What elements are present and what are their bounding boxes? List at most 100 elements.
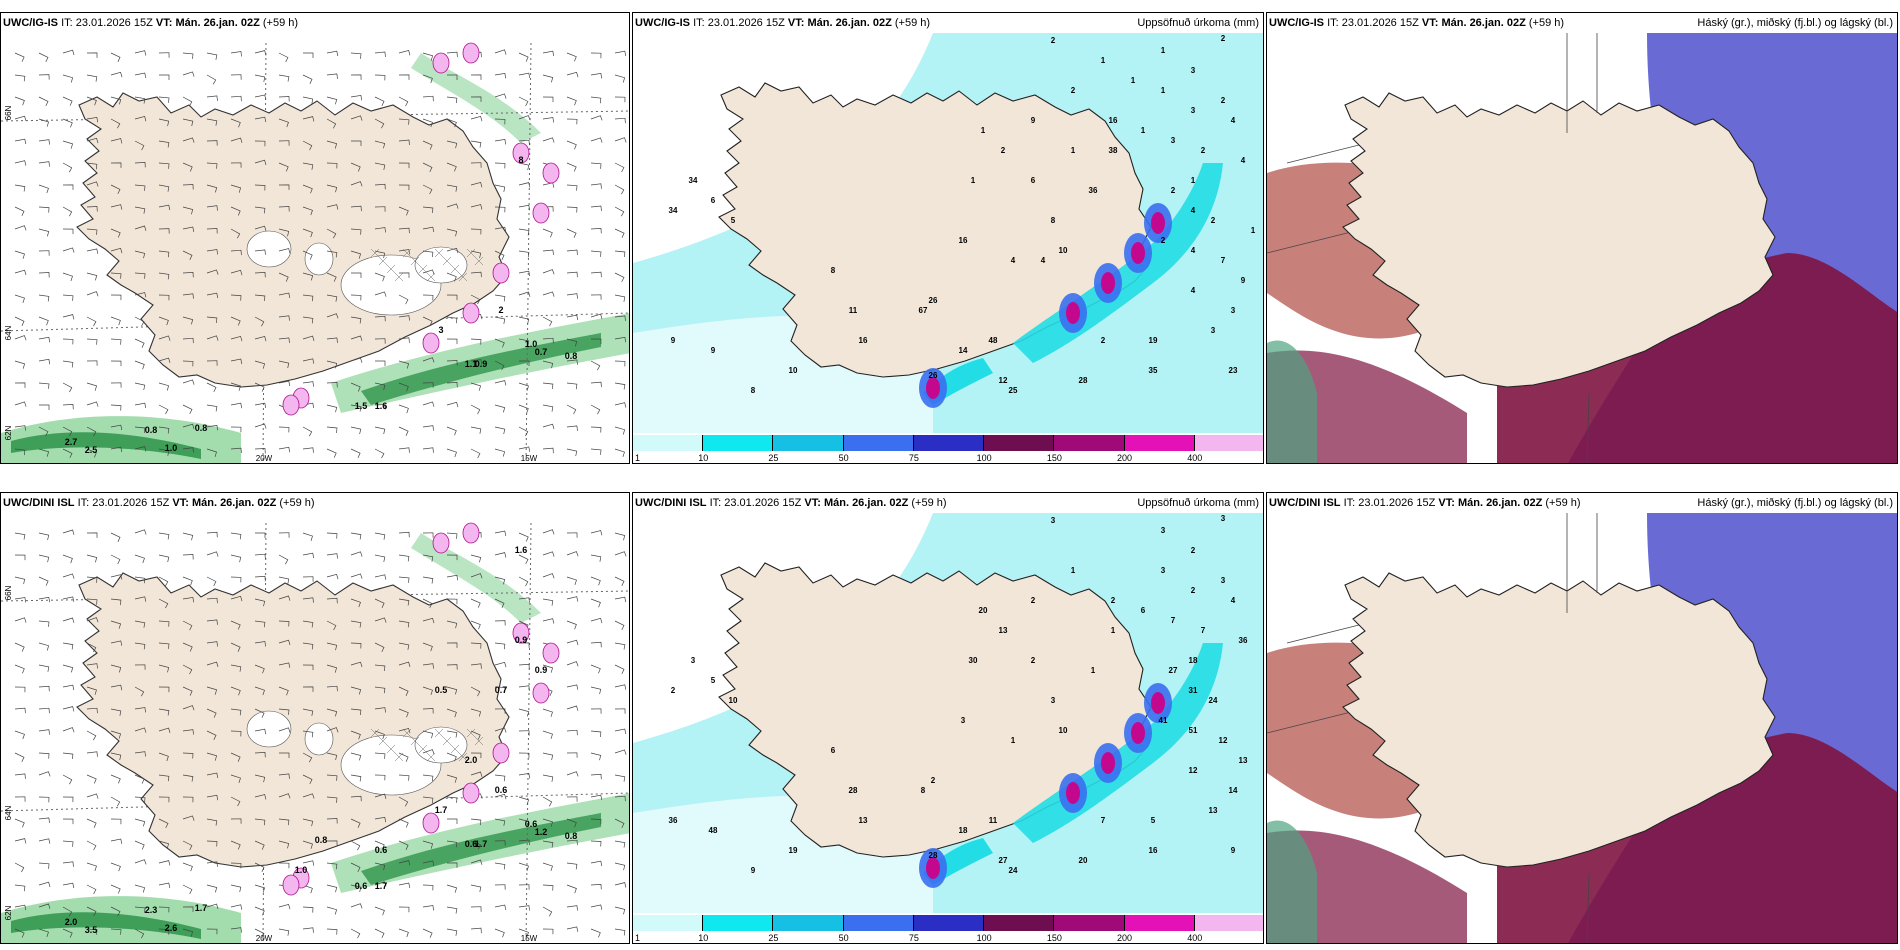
wind-barb [422, 206, 434, 214]
wind-barb [398, 860, 411, 866]
wind-barb [254, 382, 265, 392]
wind-barb [110, 838, 123, 844]
wind-barb [447, 818, 458, 824]
wind-barb [38, 817, 50, 823]
wind-barb [110, 338, 122, 345]
wind-barb [134, 884, 146, 893]
ice-value-label: 0.7 [535, 347, 548, 357]
snow-cell [492, 262, 510, 284]
wind-barb [14, 401, 27, 407]
precip-value-label: 24 [1009, 866, 1018, 875]
precip-value-label: 3 [1171, 136, 1176, 145]
wind-barb [230, 818, 242, 824]
wind-barb [110, 574, 123, 580]
wind-barb [590, 554, 602, 562]
wind-barb [326, 708, 338, 717]
wind-barb [422, 840, 434, 849]
wind-barb [302, 74, 313, 84]
wind-barb [374, 642, 385, 653]
wind-barb [566, 596, 579, 602]
precip-value-label: 5 [1151, 816, 1156, 825]
wind-barb [86, 862, 97, 872]
wind-barb [350, 620, 362, 628]
wind-barb [110, 446, 123, 453]
wind-barb [326, 685, 338, 692]
wind-barb [206, 360, 218, 366]
wind-barb [86, 730, 97, 741]
wind-barb [134, 250, 146, 259]
precip-value-label: 9 [751, 866, 756, 875]
wind-barb [254, 360, 266, 369]
wind-barb [158, 554, 170, 563]
wind-barb [398, 840, 409, 850]
icing-hatch [450, 264, 460, 274]
ice-value-label: 0.9 [535, 665, 548, 675]
wind-barb [86, 793, 99, 799]
wind-barb [302, 686, 314, 692]
wind-barb [38, 206, 50, 213]
wind-barb [398, 337, 410, 343]
wind-barb [230, 595, 243, 602]
precip-value-label: 27 [1169, 666, 1178, 675]
wind-barb [134, 115, 147, 122]
ice-band [11, 912, 201, 939]
wind-barb [86, 316, 97, 327]
wind-barb [302, 730, 314, 738]
wind-barb [470, 181, 483, 188]
wind-barb [518, 928, 529, 938]
ice-value-label: 0.6 [355, 881, 368, 891]
wind-barb [254, 818, 266, 826]
wind-barb [494, 72, 507, 79]
ice-band [411, 53, 541, 143]
wind-barb [518, 139, 530, 146]
wind-barb [590, 137, 603, 143]
iceland-landmass [1342, 92, 1776, 388]
wind-barb [350, 686, 362, 695]
ice-value-label: 2.0 [465, 755, 478, 765]
wind-barb [422, 576, 434, 584]
wind-barb [446, 598, 458, 605]
wind-barb [590, 752, 602, 761]
wind-barb [182, 226, 195, 232]
wind-barb [590, 294, 602, 300]
wind-barb [302, 447, 314, 453]
wind-barb [86, 928, 98, 935]
wind-barb [470, 162, 482, 168]
wind-barb [206, 95, 218, 101]
precip-value-label: 8 [751, 386, 756, 395]
precip-panel-bottom: UWC/DINI ISL IT: 23.01.2026 15Z VT: Mán.… [632, 492, 1264, 944]
wind-barb [86, 707, 98, 714]
colorbar-swatch [773, 435, 844, 451]
wind-barb [14, 448, 26, 456]
wind-barb [38, 796, 50, 803]
wind-barb [278, 74, 290, 82]
wind-barb [494, 840, 506, 846]
colorbar-swatch [843, 915, 914, 931]
wind-barb [446, 338, 458, 345]
wind-barb [206, 269, 219, 275]
wind-barb [206, 424, 219, 431]
wind-barb [110, 404, 122, 411]
precip-value-label: 1 [1131, 76, 1136, 85]
wind-barb [302, 552, 315, 559]
wind-barb [518, 576, 529, 587]
wind-barb [254, 206, 266, 214]
wind-barb [398, 315, 410, 321]
longitude-line [525, 522, 532, 943]
wind-barb [62, 314, 75, 320]
wind-barb [518, 228, 530, 236]
wind-barb [422, 598, 433, 609]
wind-barb [350, 448, 361, 458]
wind-barb [278, 248, 291, 254]
wind-barb [38, 707, 50, 714]
wind-barb [206, 861, 218, 867]
colorbar-tick-label: 50 [838, 453, 849, 463]
wind-barb [254, 50, 267, 56]
wind-barb [590, 686, 602, 695]
wind-barb [86, 137, 99, 144]
wind-barb [422, 774, 434, 782]
precip-value-label: 3 [1191, 106, 1196, 115]
wind-barb [326, 313, 339, 319]
wind-barb [494, 250, 505, 260]
wind-barb [422, 226, 435, 233]
